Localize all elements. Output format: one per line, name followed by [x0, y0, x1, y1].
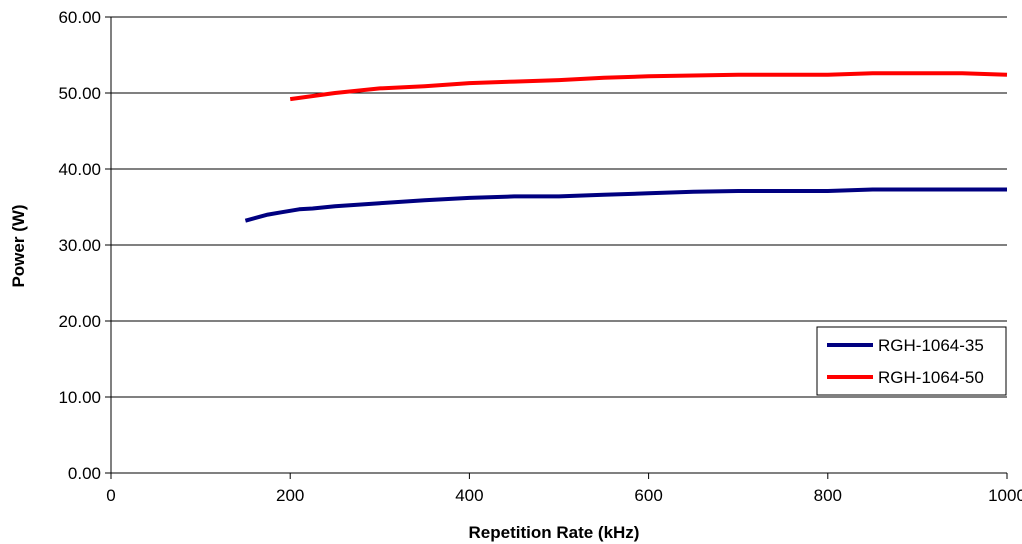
x-tick-label: 0	[106, 486, 115, 505]
x-tick-label: 800	[814, 486, 842, 505]
legend: RGH-1064-35 RGH-1064-50	[816, 326, 1007, 396]
x-tick-label: 600	[634, 486, 662, 505]
x-tick-label: 200	[276, 486, 304, 505]
legend-label-rgh-1064-35: RGH-1064-35	[878, 336, 984, 355]
y-tick-label: 0.00	[68, 464, 101, 483]
x-axis-title: Repetition Rate (kHz)	[469, 523, 640, 542]
legend-box	[816, 326, 1007, 396]
legend-label-rgh-1064-50: RGH-1064-50	[878, 368, 984, 387]
y-tick-label: 10.00	[58, 388, 101, 407]
series-line-rgh-1064-35	[244, 187, 1007, 223]
y-tick-label: 40.00	[58, 160, 101, 179]
series-line-rgh-1064-50	[289, 71, 1008, 102]
tick-labels: 0.00 10.00 20.00 30.00 40.00 50.00 60.00 0 200 40…	[58, 8, 1022, 505]
x-tick-label: 1000	[988, 486, 1022, 505]
y-tick-label: 60.00	[58, 8, 101, 27]
series-lines	[244, 71, 1008, 223]
y-tick-label: 50.00	[58, 84, 101, 103]
x-tick-label: 400	[455, 486, 483, 505]
y-tick-label: 30.00	[58, 236, 101, 255]
axes	[105, 16, 1008, 479]
y-tick-label: 20.00	[58, 312, 101, 331]
y-axis-title: Power (W)	[9, 204, 28, 287]
grid-lines	[111, 16, 1007, 398]
